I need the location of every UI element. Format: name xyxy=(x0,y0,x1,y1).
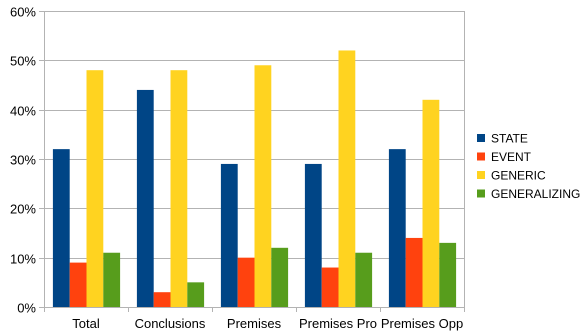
bar-generalizing-premises-opp xyxy=(439,242,457,307)
bar-generalizing-premises-pro xyxy=(355,252,373,307)
legend-swatch-generalizing xyxy=(477,189,485,198)
bar-state-premises-opp xyxy=(388,149,406,307)
y-tick-label: 30% xyxy=(10,153,36,168)
bar-state-conclusions xyxy=(136,89,154,307)
bar-state-premises xyxy=(220,163,238,307)
x-axis-ticks: Total Conclusions Premises Premises Pro Prem… xyxy=(72,316,463,331)
bar-generalizing-premises xyxy=(271,247,289,307)
bar-event-premises-pro xyxy=(321,267,339,307)
y-tick-label: 60% xyxy=(10,5,36,20)
bar-generalizing-conclusions xyxy=(187,282,205,307)
y-tick-label: 40% xyxy=(10,104,36,119)
legend-label-event: EVENT xyxy=(491,150,532,164)
y-axis-ticks: 0% 10% 20% 30% 40% 50% 60% xyxy=(10,5,36,316)
bar-event-premises xyxy=(237,257,255,307)
legend-swatch-state xyxy=(477,134,485,142)
bar-state-total xyxy=(52,149,70,307)
bar-generic-premises-pro xyxy=(338,50,356,307)
bar-generic-conclusions xyxy=(170,70,188,307)
legend-swatch-generic xyxy=(477,171,485,179)
x-tick-label: Premises xyxy=(227,316,282,331)
legend-label-generalizing: GENERALIZING xyxy=(491,187,580,201)
bar-generalizing-total xyxy=(103,252,121,307)
bar-generic-premises-opp xyxy=(422,99,440,307)
bar-event-premises-opp xyxy=(405,237,423,307)
y-tick-label: 10% xyxy=(10,252,36,267)
x-tick-label: Conclusions xyxy=(135,316,206,331)
y-tick-label: 0% xyxy=(17,301,36,316)
legend-label-state: STATE xyxy=(491,132,528,146)
bars xyxy=(52,50,457,308)
bar-event-conclusions xyxy=(153,292,171,307)
bar-generic-premises xyxy=(254,65,272,308)
legend: STATE EVENT GENERIC GENERALIZING xyxy=(477,132,580,201)
bar-generic-total xyxy=(86,70,104,307)
bar-event-total xyxy=(69,262,87,307)
y-tick-label: 50% xyxy=(10,54,36,69)
bar-state-premises-pro xyxy=(304,163,322,307)
x-tick-label: Total xyxy=(72,316,100,331)
x-tick-label: Premises Opp xyxy=(381,316,463,331)
legend-swatch-event xyxy=(477,152,485,161)
y-tick-label: 20% xyxy=(10,202,36,217)
x-tick-label: Premises Pro xyxy=(299,316,377,331)
legend-label-generic: GENERIC xyxy=(491,169,546,183)
